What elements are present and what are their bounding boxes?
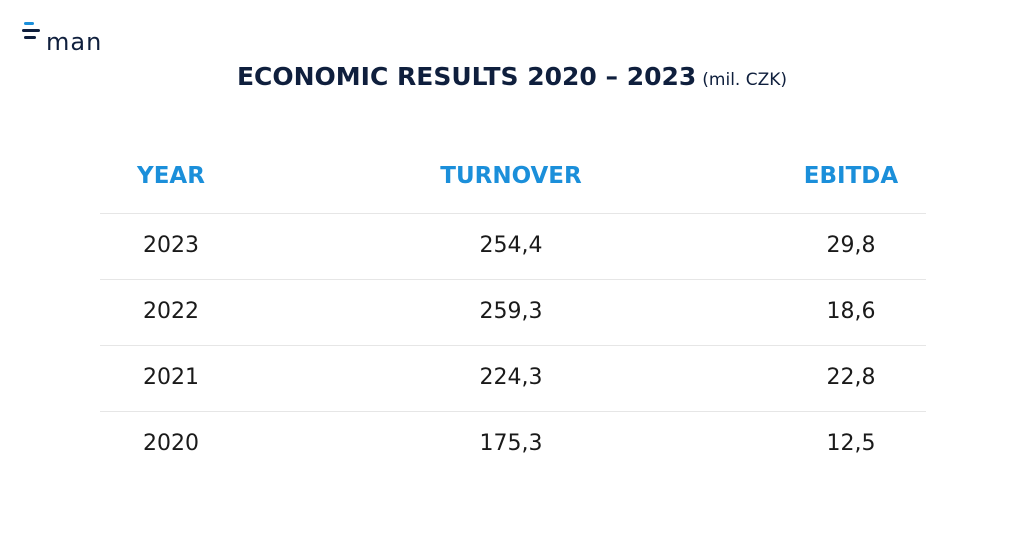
table-cell: 254,4 <box>479 233 543 258</box>
row-separator <box>100 213 926 214</box>
unit: (mil. CZK) <box>702 70 788 90</box>
column-header: EBITDA <box>803 163 899 189</box>
table-cell: 2023 <box>143 233 199 258</box>
logo-mark <box>22 22 40 39</box>
table-cell: 18,6 <box>826 299 876 324</box>
title-block: ECONOMIC RESULTS 2020 – 2023 (mil. CZK) <box>0 62 1024 91</box>
table-cell: 12,5 <box>826 431 876 456</box>
table-cell: 2020 <box>143 431 199 456</box>
title: ECONOMIC RESULTS 2020 – 2023 <box>236 62 697 91</box>
column-header: TURNOVER <box>440 163 582 189</box>
row-separator <box>100 345 926 346</box>
table-cell: 175,3 <box>479 431 543 456</box>
table-cell: 22,8 <box>826 365 876 390</box>
row-separator <box>100 279 926 280</box>
logo: man <box>46 28 103 56</box>
table-cell: 259,3 <box>479 299 543 324</box>
column-header: YEAR <box>137 163 205 189</box>
table-cell: 2021 <box>143 365 199 390</box>
row-separator <box>100 411 926 412</box>
table-cell: 224,3 <box>479 365 543 390</box>
table-cell: 29,8 <box>826 233 876 258</box>
table-cell: 2022 <box>143 299 199 324</box>
